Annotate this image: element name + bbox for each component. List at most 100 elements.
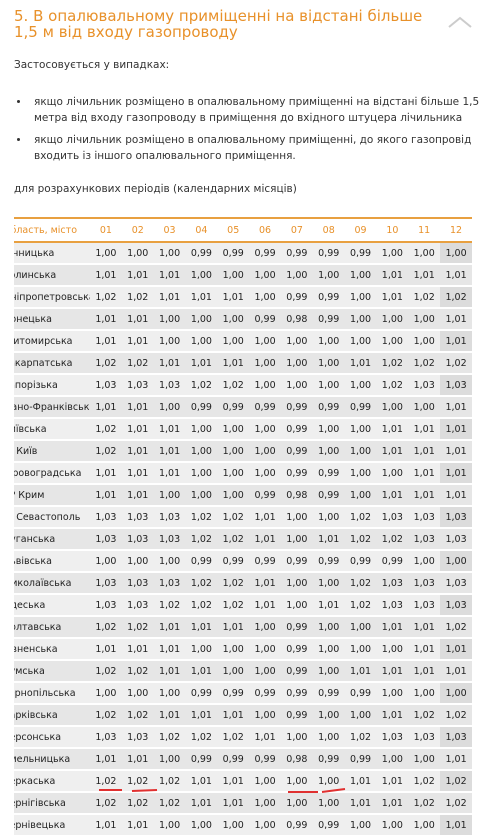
- coefficient-cell: 0,98: [280, 484, 313, 507]
- region-name: м. Севастополь: [14, 511, 81, 523]
- coefficient-cell: 1,02: [217, 374, 250, 397]
- coefficient-cell: 1,01: [440, 330, 472, 353]
- region-name: Вінницька: [14, 247, 55, 259]
- column-header: 04: [185, 217, 218, 243]
- coefficient-cell: 1,00: [153, 550, 186, 573]
- coefficient-cell: 1,01: [121, 308, 154, 331]
- coefficient-cell: 0,99: [312, 462, 345, 485]
- coefficient-cell: 1,03: [153, 528, 186, 551]
- coefficient-cell: 1,02: [217, 726, 250, 749]
- region-name: Рівненська: [14, 643, 58, 655]
- coefficient-cell: 1,01: [249, 528, 281, 551]
- coefficient-cell: 1,01: [121, 440, 154, 463]
- coefficient-cell: 1,00: [280, 352, 313, 375]
- table-row: Кіровоградська1,011,011,011,001,001,000,…: [14, 462, 472, 485]
- coefficient-cell: 1,00: [376, 682, 409, 705]
- coefficient-cell: 1,00: [217, 330, 250, 353]
- coefficient-cell: 1,01: [344, 352, 377, 375]
- region-name: Київська: [14, 423, 47, 435]
- coefficient-cell: 0,99: [185, 550, 218, 573]
- coefficient-cell: 1,03: [376, 506, 409, 529]
- coefficient-cell: 1,02: [440, 770, 472, 793]
- table-row: Закарпатська1,021,021,011,011,011,001,00…: [14, 352, 472, 375]
- region-cell: Тернопільська: [14, 682, 90, 705]
- coefficient-cell: 1,00: [90, 550, 122, 573]
- coefficient-cell: 1,00: [280, 770, 313, 793]
- coefficient-cell: 1,01: [440, 638, 472, 661]
- table-row: Вінницька1,001,001,000,990,990,990,990,9…: [14, 242, 472, 265]
- coefficient-cell: 1,01: [121, 418, 154, 441]
- coefficient-cell: 1,02: [376, 374, 409, 397]
- coefficient-cell: 0,99: [280, 704, 313, 727]
- coefficient-cell: 1,03: [121, 528, 154, 551]
- table-row: м. Київ1,021,011,011,001,001,000,991,001…: [14, 440, 472, 463]
- table-row: Рівненська1,011,011,011,001,001,000,991,…: [14, 638, 472, 661]
- coefficient-cell: 1,02: [440, 352, 472, 375]
- coefficient-cell: 1,02: [408, 352, 441, 375]
- coefficient-cell: 1,02: [376, 352, 409, 375]
- column-header-text: Область, місто: [14, 224, 78, 236]
- coefficient-cell: 0,99: [185, 396, 218, 419]
- coefficient-cell: 1,00: [217, 638, 250, 661]
- coefficient-cell: 1,01: [121, 396, 154, 419]
- coefficient-cell: 1,00: [90, 682, 122, 705]
- coefficient-cell: 1,03: [90, 506, 122, 529]
- coefficient-cell: 1,02: [440, 792, 472, 815]
- table-row: Івано-Франківська1,011,011,000,990,990,9…: [14, 396, 472, 419]
- coefficient-cell: 1,00: [344, 308, 377, 331]
- coefficient-cell: 0,99: [312, 396, 345, 419]
- coefficient-cell: 1,02: [217, 528, 250, 551]
- coefficient-cell: 1,01: [440, 264, 472, 287]
- region-name: Волинська: [14, 269, 57, 281]
- coefficient-cell: 1,00: [312, 506, 345, 529]
- coefficient-cell: 1,00: [344, 330, 377, 353]
- coefficient-cell: 1,03: [121, 506, 154, 529]
- coefficient-cell: 1,02: [440, 704, 472, 727]
- column-header: 02: [121, 217, 154, 243]
- coefficient-cell: 1,00: [185, 308, 218, 331]
- table-row: Львівська1,001,001,000,990,990,990,990,9…: [14, 550, 472, 573]
- coefficient-cell: 1,02: [121, 660, 154, 683]
- coefficient-cell: 0,99: [185, 242, 218, 265]
- coefficient-cell: 1,01: [217, 616, 250, 639]
- coefficient-cell: 1,00: [217, 484, 250, 507]
- coefficient-cell: 0,99: [312, 682, 345, 705]
- coefficient-cell: 1,00: [408, 308, 441, 331]
- coefficient-cell: 1,01: [217, 704, 250, 727]
- coefficient-cell: 1,00: [376, 242, 409, 265]
- collapse-icon[interactable]: [446, 14, 474, 30]
- coefficient-cell: 0,99: [312, 748, 345, 771]
- coefficient-cell: 0,99: [249, 484, 281, 507]
- coefficient-cell: 1,03: [90, 572, 122, 595]
- coefficient-cell: 1,01: [217, 770, 250, 793]
- coefficient-cell: 1,00: [312, 264, 345, 287]
- table-row: Житомирська1,011,011,001,001,001,001,001…: [14, 330, 472, 353]
- coefficient-cell: 1,02: [344, 594, 377, 617]
- region-cell: Луганська: [14, 528, 90, 551]
- region-name: Івано-Франківська: [14, 401, 90, 413]
- column-header: 08: [312, 217, 345, 243]
- coefficient-cell: 1,03: [376, 726, 409, 749]
- region-cell: Волинська: [14, 264, 90, 287]
- region-name: Херсонська: [14, 731, 62, 743]
- coefficient-cell: 1,00: [280, 528, 313, 551]
- coefficient-cell: 1,02: [90, 704, 122, 727]
- coefficient-cell: 1,00: [312, 440, 345, 463]
- coefficient-cell: 1,00: [312, 792, 345, 815]
- coefficient-cell: 1,00: [217, 440, 250, 463]
- coefficient-cell: 1,00: [249, 616, 281, 639]
- coefficient-cell: 0,99: [312, 814, 345, 837]
- coefficient-cell: 1,00: [249, 264, 281, 287]
- region-name: Львівська: [14, 555, 52, 567]
- coefficient-cell: 1,00: [249, 462, 281, 485]
- bullet: якщо лічильник розміщено в опалювальному…: [30, 94, 480, 126]
- coefficient-cell: 1,01: [153, 638, 186, 661]
- column-header: 12: [440, 217, 472, 243]
- coefficient-cell: 1,03: [90, 528, 122, 551]
- coefficient-cell: 1,01: [90, 308, 122, 331]
- column-header: 10: [376, 217, 409, 243]
- coefficient-cell: 1,00: [280, 264, 313, 287]
- coefficient-cell: 1,03: [153, 572, 186, 595]
- region-name: Черкаська: [14, 775, 56, 787]
- coefficient-cell: 1,02: [153, 594, 186, 617]
